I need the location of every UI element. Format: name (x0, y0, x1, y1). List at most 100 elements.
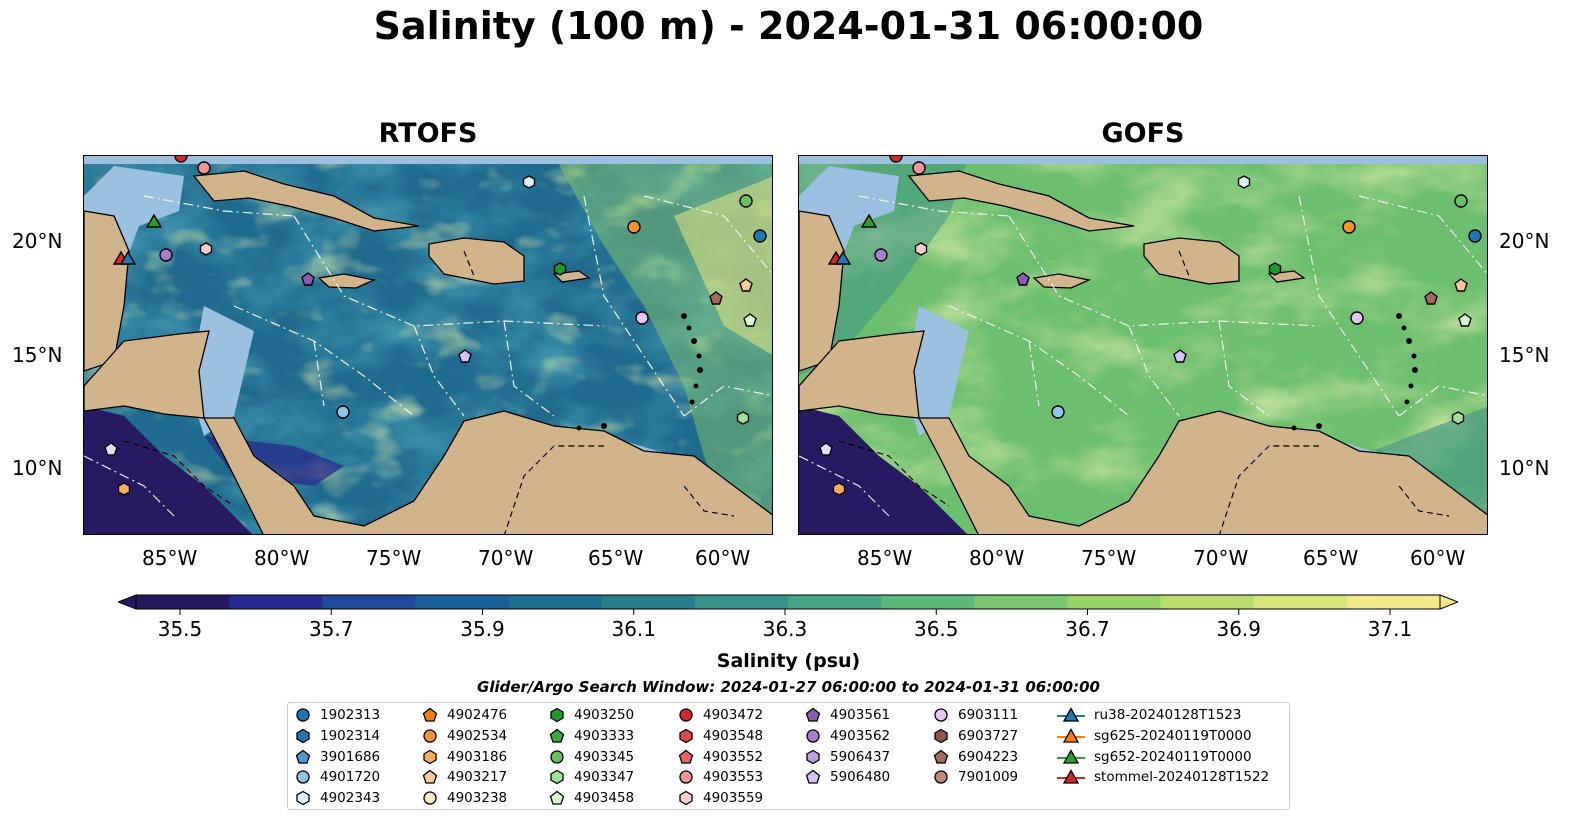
legend-label: 4903472 (703, 707, 764, 723)
colorbar-segment (694, 595, 789, 609)
triangle-line-marker-icon (1057, 748, 1085, 764)
legend-entry: 3901686 (294, 747, 380, 767)
lon-tick: 60°W (695, 546, 751, 570)
lon-tick: 85°W (142, 546, 198, 570)
lat-tick: 15°N (1499, 343, 1550, 367)
pentagon-marker-icon (678, 749, 694, 764)
legend-entry: 4903562 (804, 726, 890, 746)
legend-label: 4903548 (703, 727, 764, 744)
pentagon-marker-icon (422, 707, 438, 722)
lon-tick: 85°W (857, 546, 913, 570)
legend-label: 4903347 (574, 769, 635, 786)
legend-label: 1902314 (320, 727, 381, 744)
legend-entry: 4903552 (677, 747, 763, 767)
triangle-line-marker-icon (1057, 769, 1085, 785)
legend-label: 6903111 (958, 707, 1019, 723)
legend-entry: 4902476 (421, 705, 507, 725)
colorbar-tick-label: 36.3 (763, 617, 808, 641)
pentagon-marker-icon (549, 790, 565, 805)
circle-marker-icon (679, 708, 693, 722)
legend-label: 4903552 (703, 748, 764, 765)
colorbar-extend-low (116, 594, 137, 610)
circle-marker-icon (550, 749, 564, 764)
hexagon-marker-icon (550, 770, 564, 785)
legend-entry: 4903333 (548, 726, 634, 746)
legend-label: 4903250 (574, 707, 635, 723)
colorbar-segment (881, 595, 975, 609)
triangle-line-marker-icon (1057, 727, 1085, 743)
legend-entry: 4902343 (294, 788, 380, 808)
colorbar-segment (322, 595, 417, 609)
hexagon-marker-icon (550, 707, 564, 723)
colorbar-segment (1253, 595, 1348, 609)
search-window-text: Glider/Argo Search Window: 2024-01-27 06… (477, 678, 1100, 696)
colorbar-segment (508, 595, 603, 609)
legend-label: 5906480 (830, 769, 891, 786)
pentagon-marker-icon (805, 770, 821, 785)
legend-entry: sg652-20240119T0000 (1056, 747, 1252, 767)
legend-entry: 1902313 (294, 705, 380, 725)
legend-label: 4903553 (703, 769, 764, 786)
pentagon-marker-icon (933, 749, 949, 764)
lon-tick: 80°W (254, 546, 310, 570)
legend-label: 4901720 (320, 769, 381, 786)
legend-entry: 4903186 (421, 747, 507, 767)
colorbar-svg: 35.5 35.7 35.9 36.1 36.3 36.5 36.7 36.9 37.1 (116, 594, 1460, 641)
circle-marker-icon (423, 729, 437, 743)
legend-entry: ru38-20240128T1523 (1056, 705, 1241, 725)
colorbar-segment (1067, 595, 1162, 609)
gofs-map-svg (799, 156, 1487, 534)
lon-tick: 65°W (588, 546, 644, 570)
rtofs-markers (104, 156, 767, 496)
lat-tick: 20°N (12, 229, 63, 253)
legend-entry: 4903553 (677, 767, 763, 787)
legend-entry: 4903548 (677, 726, 763, 746)
colorbar-extend-high (1439, 594, 1460, 610)
colorbar-tick-label: 36.9 (1216, 617, 1261, 641)
hexagon-marker-icon (679, 728, 693, 744)
colorbar-tick-label: 35.7 (309, 617, 354, 641)
legend-label: sg652-20240119T0000 (1094, 748, 1252, 765)
rtofs-map-svg (84, 156, 772, 534)
lon-tick: 70°W (1193, 546, 1249, 570)
legend-entry: 5906437 (804, 747, 890, 767)
colorbar-tick-label: 36.5 (914, 617, 959, 641)
legend-entry: 4903472 (677, 705, 763, 725)
legend-entry: 1902314 (294, 726, 380, 746)
circle-marker-icon (296, 770, 310, 785)
lon-tick: 80°W (969, 546, 1025, 570)
pentagon-marker-icon (295, 749, 311, 764)
pentagon-marker-icon (805, 707, 821, 722)
panel-title-rtofs: RTOFS (378, 118, 478, 149)
circle-marker-icon (423, 791, 437, 805)
panel-title-gofs: GOFS (1101, 118, 1185, 149)
legend-label: 1902313 (320, 707, 381, 723)
rtofs-map (83, 155, 773, 535)
circle-marker-icon (806, 729, 820, 743)
legend-label: ru38-20240128T1523 (1094, 707, 1242, 723)
legend-entry: 4903217 (421, 767, 507, 787)
legend-label: stommel-20240128T1522 (1094, 769, 1270, 786)
colorbar-label: Salinity (psu) (716, 650, 861, 672)
colorbar-segment (136, 595, 230, 609)
colorbar-frame (135, 594, 1441, 610)
colorbar-tick-label: 37.1 (1368, 617, 1413, 641)
legend-entry: 4903347 (548, 767, 634, 787)
legend-entry: 5906480 (804, 767, 890, 787)
hexagon-marker-icon (679, 790, 693, 806)
legend-entry: 4901720 (294, 767, 380, 787)
legend-label: 4903559 (703, 790, 764, 807)
colorbar-tick-label: 36.1 (611, 617, 656, 641)
legend-label: 4903562 (830, 727, 891, 744)
legend-label: 4903217 (447, 769, 508, 786)
lat-tick: 20°N (1499, 229, 1550, 253)
lat-tick: 10°N (12, 456, 63, 480)
legend-entry: 6903727 (932, 726, 1018, 746)
lon-tick: 60°W (1410, 546, 1466, 570)
legend-label: 6904223 (958, 748, 1019, 765)
legend-label: 4903458 (574, 790, 635, 807)
legend-entry: 6904223 (932, 747, 1018, 767)
legend-entry: 4903458 (548, 788, 634, 808)
lon-tick: 65°W (1303, 546, 1359, 570)
colorbar-segment (974, 595, 1069, 609)
